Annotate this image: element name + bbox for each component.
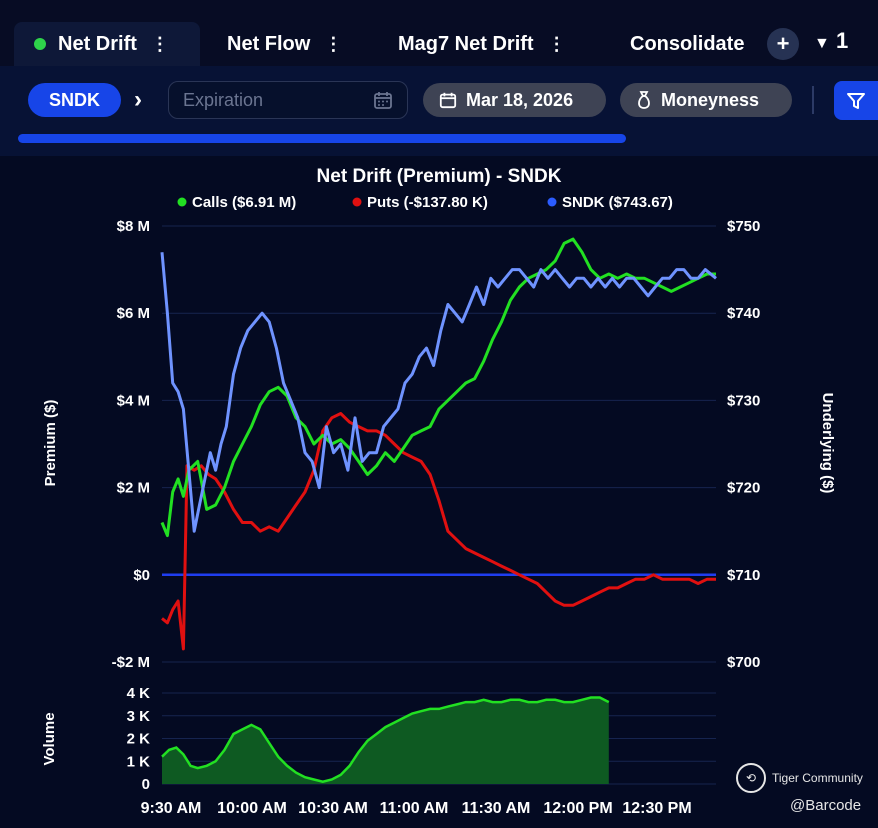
chart-panel: Net Drift (Premium) - SNDK Calls ($6.91 …	[0, 156, 878, 828]
premium-tick-label: -$2 M	[112, 654, 150, 671]
calendar-icon[interactable]	[373, 90, 393, 110]
legend-item-sndk[interactable]: SNDK ($743.67)	[547, 194, 673, 211]
tab-overflow-dropdown[interactable]: ▼ 1	[814, 28, 848, 54]
legend-item-calls[interactable]: Calls ($6.91 M)	[177, 194, 297, 211]
tab-consolidate[interactable]: Consolidate	[630, 22, 760, 66]
volume-tick-labels: 4 K 3 K 2 K 1 K 0	[127, 685, 151, 793]
expiration-input[interactable]	[183, 89, 353, 111]
volume-area	[162, 697, 609, 784]
underlying-tick-label: $720	[727, 480, 760, 497]
time-tick-label: 9:30 AM	[141, 800, 202, 817]
premium-tick-label: $8 M	[117, 218, 150, 235]
calendar-icon	[439, 92, 457, 109]
moneyness-label: Moneyness	[661, 89, 760, 110]
premium-tick-labels: $8 M $6 M $4 M $2 M $0 -$2 M	[112, 218, 150, 671]
kebab-menu-icon[interactable]: ⋮	[324, 33, 342, 54]
calls-legend-marker	[177, 197, 187, 207]
watermark: ⟲ Tiger Community	[736, 763, 863, 793]
moneyness-button[interactable]: Moneyness	[620, 83, 792, 117]
legend-label-puts: Puts (-$137.80 K)	[367, 194, 488, 211]
volume-tick-label: 0	[142, 776, 150, 793]
y-axis-label-underlying: Underlying ($)	[819, 393, 836, 494]
premium-tick-label: $2 M	[117, 480, 150, 497]
loading-progress-bar	[18, 134, 626, 143]
premium-tick-label: $0	[133, 567, 150, 584]
plus-icon: +	[776, 31, 790, 56]
ticker-label: SNDK	[48, 89, 100, 110]
sndk-series-line	[160, 252, 717, 533]
chevron-right-icon: ›	[134, 86, 142, 113]
underlying-tick-label: $710	[727, 567, 760, 584]
kebab-menu-icon[interactable]: ⋮	[150, 33, 169, 54]
volume-tick-label: 1 K	[127, 753, 151, 770]
underlying-tick-label: $750	[727, 218, 760, 235]
kebab-menu-icon[interactable]: ⋮	[547, 33, 566, 54]
puts-legend-marker	[352, 197, 362, 207]
watermark-handle: @Barcode	[790, 797, 862, 814]
add-tab-button[interactable]: +	[767, 28, 799, 60]
premium-tick-label: $6 M	[117, 305, 150, 322]
underlying-tick-label: $730	[727, 392, 760, 409]
main-gridlines	[162, 225, 716, 663]
legend-label-sndk: SNDK ($743.67)	[562, 194, 673, 211]
sndk-legend-marker	[547, 197, 557, 207]
calls-series-line	[160, 237, 716, 538]
tab-label: Mag7 Net Drift	[398, 32, 534, 55]
time-tick-label: 10:30 AM	[298, 800, 368, 817]
volume-tick-label: 3 K	[127, 708, 151, 725]
legend-item-puts[interactable]: Puts (-$137.80 K)	[352, 194, 488, 211]
tab-net-drift[interactable]: Net Drift ⋮	[14, 22, 200, 66]
date-button[interactable]: Mar 18, 2026	[423, 83, 606, 117]
tab-label: Consolidate	[630, 32, 745, 55]
tab-count: 1	[835, 28, 849, 53]
chart-title: Net Drift (Premium) - SNDK	[317, 166, 562, 187]
tab-mag7-net-drift[interactable]: Mag7 Net Drift ⋮	[398, 22, 566, 66]
tab-label: Net Flow	[227, 32, 311, 55]
premium-tick-label: $4 M	[117, 392, 150, 409]
underlying-tick-labels: $750 $740 $730 $720 $710 $700	[727, 218, 760, 671]
time-tick-label: 11:00 AM	[380, 800, 449, 817]
toolbar-divider	[812, 86, 814, 114]
time-tick-label: 11:30 AM	[462, 800, 531, 817]
watermark-brand: Tiger Community	[772, 771, 863, 785]
underlying-tick-label: $700	[727, 654, 760, 671]
tiger-logo-icon: ⟲	[736, 763, 766, 793]
legend-label-calls: Calls ($6.91 M)	[192, 194, 296, 211]
y-axis-label-premium: Premium ($)	[42, 400, 59, 487]
y-axis-label-volume: Volume	[41, 712, 58, 765]
legend: Calls ($6.91 M) Puts (-$137.80 K) SNDK (…	[177, 194, 673, 211]
active-status-dot	[34, 38, 46, 50]
volume-tick-label: 4 K	[127, 685, 151, 702]
expiration-field[interactable]	[168, 81, 408, 119]
underlying-tick-label: $740	[727, 305, 760, 322]
time-tick-label: 10:00 AM	[217, 800, 287, 817]
puts-series-line	[161, 412, 716, 651]
volume-line	[161, 696, 610, 783]
ticker-button[interactable]: SNDK	[28, 83, 121, 117]
time-tick-label: 12:00 PM	[543, 800, 612, 817]
money-bag-icon	[638, 91, 650, 109]
net-drift-chart: Net Drift (Premium) - SNDK Calls ($6.91 …	[41, 166, 836, 817]
time-tick-label: 12:30 PM	[622, 800, 691, 817]
volume-tick-label: 2 K	[127, 731, 151, 748]
filter-button[interactable]	[834, 81, 878, 120]
filter-icon	[847, 92, 865, 109]
tab-label: Net Drift	[58, 32, 137, 55]
time-tick-labels: 9:30 AM 10:00 AM 10:30 AM 11:00 AM 11:30 AM 1…	[141, 800, 692, 817]
tab-net-flow[interactable]: Net Flow ⋮	[227, 22, 342, 66]
date-label: Mar 18, 2026	[466, 89, 574, 110]
caret-down-icon: ▼	[814, 35, 830, 52]
